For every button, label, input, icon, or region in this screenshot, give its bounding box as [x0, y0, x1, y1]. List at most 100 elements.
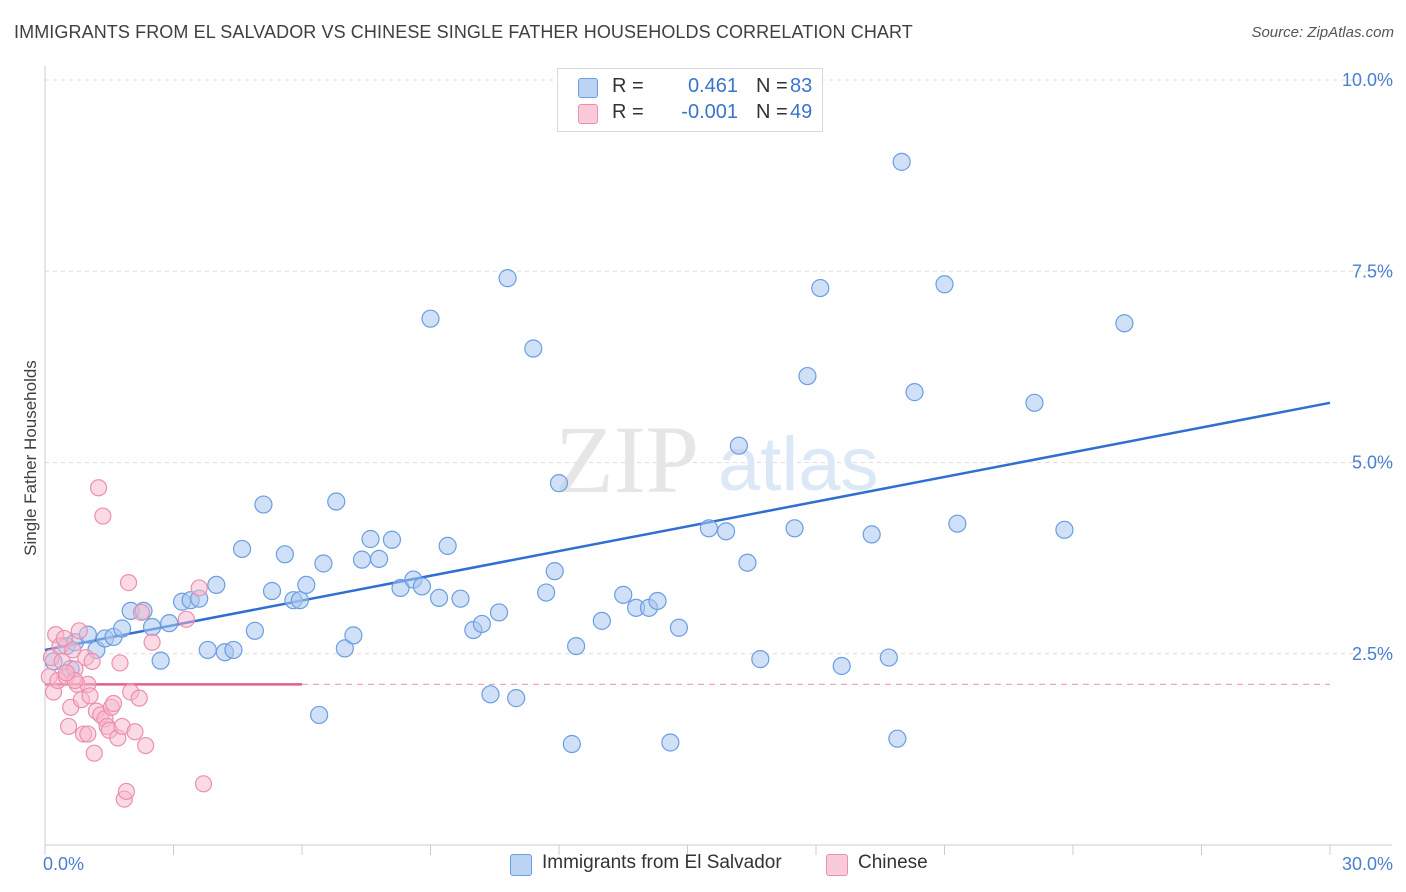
point-el-salvador [352, 550, 372, 569]
point-chinese [132, 603, 150, 622]
point-el-salvador [232, 539, 252, 559]
y-tick-label: 2.5% [1352, 644, 1393, 664]
point-chinese [177, 610, 195, 628]
point-el-salvador [862, 525, 881, 544]
point-chinese [57, 664, 76, 682]
y-tick-label: 10.0% [1342, 70, 1393, 90]
x-tick-label: 30.0% [1342, 854, 1393, 874]
point-el-salvador [1115, 314, 1134, 333]
point-el-salvador [207, 575, 226, 595]
point-el-salvador [290, 591, 309, 610]
point-el-salvador [562, 734, 581, 754]
point-el-salvador [524, 339, 543, 358]
point-el-salvador [832, 656, 851, 676]
point-el-salvador [361, 529, 380, 549]
y-tick-label: 5.0% [1352, 453, 1393, 473]
point-el-salvador [892, 152, 911, 171]
point-chinese [83, 652, 101, 671]
point-el-salvador [438, 536, 457, 555]
point-el-salvador [1025, 393, 1044, 412]
point-el-salvador [472, 614, 491, 634]
legend-n-value: 49 [790, 101, 813, 123]
point-chinese [194, 775, 213, 793]
point-el-salvador [310, 705, 329, 725]
point-el-salvador [391, 578, 410, 598]
point-el-salvador [661, 733, 680, 752]
point-el-salvador [785, 519, 804, 538]
tick-labels: 2.5% 5.0% 7.5% 10.0% 0.0% 30.0% [43, 70, 1393, 874]
legend-r-label: R = [612, 101, 644, 123]
point-el-salvador [481, 685, 500, 704]
point-el-salvador [262, 581, 282, 601]
point-chinese [137, 736, 155, 755]
watermark-zip: ZIP [555, 406, 699, 513]
axes [44, 66, 1392, 855]
chart-title: IMMIGRANTS FROM EL SALVADOR VS CHINESE S… [14, 22, 913, 42]
point-chinese [79, 725, 97, 743]
point-el-salvador [370, 549, 389, 568]
point-el-salvador [567, 636, 586, 656]
point-el-salvador [507, 689, 526, 708]
point-chinese [55, 629, 73, 648]
point-el-salvador [537, 583, 556, 602]
point-chinese [111, 654, 129, 672]
point-el-salvador [275, 545, 294, 564]
point-el-salvador [935, 275, 954, 294]
source-label: Source: ZipAtlas.com [1251, 24, 1394, 41]
point-el-salvador [729, 436, 749, 455]
point-el-salvador [224, 640, 243, 660]
point-el-salvador [412, 577, 432, 596]
point-chinese [81, 687, 99, 705]
trend-line-el-salvador [44, 401, 1331, 652]
point-el-salvador [549, 474, 569, 493]
x-tick-label: 0.0% [43, 854, 84, 874]
legend-swatch-el-salvador [578, 78, 598, 98]
point-el-salvador [327, 492, 346, 511]
point-chinese [64, 641, 82, 659]
watermark-atlas: atlas [718, 422, 879, 507]
point-el-salvador [811, 278, 830, 298]
point-el-salvador [669, 618, 689, 637]
point-el-salvador [699, 519, 719, 538]
point-el-salvador [888, 729, 907, 748]
point-el-salvador [314, 554, 333, 573]
point-el-salvador [545, 562, 564, 581]
bottom-legend-swatch-el-salvador [510, 854, 532, 876]
point-el-salvador [614, 585, 633, 604]
point-el-salvador [879, 648, 898, 667]
point-chinese [85, 744, 103, 762]
legend-n-label: N = [756, 101, 788, 123]
point-el-salvador [382, 530, 402, 549]
point-el-salvador [421, 309, 440, 328]
point-el-salvador [335, 639, 354, 658]
point-el-salvador [592, 611, 611, 630]
point-el-salvador [1055, 520, 1074, 539]
point-el-salvador [344, 626, 363, 645]
legend-r-value: 0.461 [687, 75, 738, 97]
y-tick-label: 7.5% [1352, 261, 1393, 281]
legend-r-label: R = [612, 75, 644, 97]
grid-lines [45, 79, 1392, 655]
data-points [40, 152, 1134, 808]
bottom-legend-swatch-chinese [826, 854, 848, 876]
bottom-legend-label: Immigrants from El Salvador [542, 852, 782, 873]
point-el-salvador [716, 522, 736, 541]
point-el-salvador [905, 383, 924, 402]
point-chinese [70, 622, 88, 640]
legend-r-value: -0.001 [681, 101, 738, 123]
point-el-salvador [297, 575, 316, 595]
point-el-salvador [151, 651, 170, 670]
y-axis-label: Single Father Households [21, 360, 40, 556]
legend-n-value: 83 [790, 75, 813, 97]
point-chinese [126, 723, 144, 741]
point-el-salvador [798, 366, 817, 386]
point-chinese [143, 633, 161, 651]
point-chinese [130, 689, 148, 707]
point-chinese [104, 694, 123, 713]
point-el-salvador [948, 514, 967, 533]
point-chinese [89, 479, 108, 497]
point-chinese [190, 579, 208, 597]
point-el-salvador [142, 617, 162, 637]
bottom-legend-label: Chinese [858, 852, 928, 873]
